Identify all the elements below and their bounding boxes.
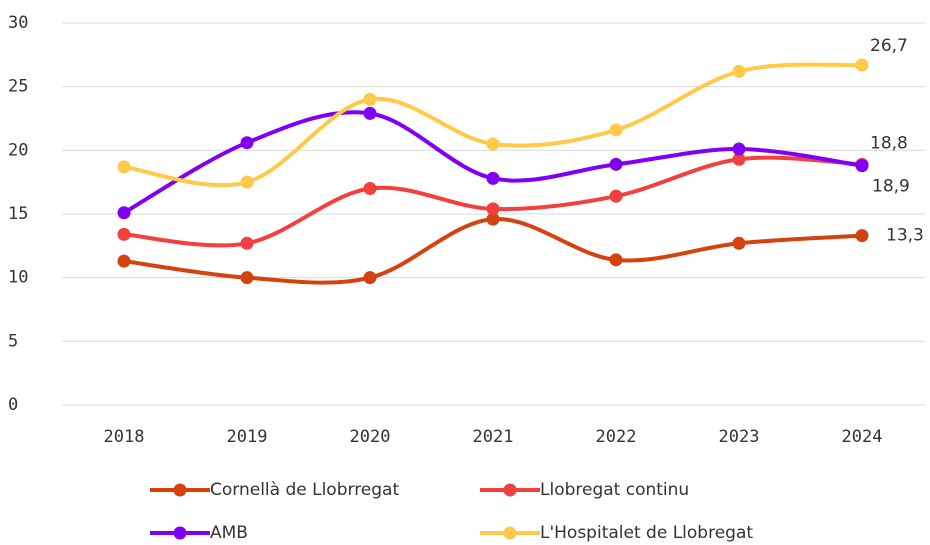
data-point xyxy=(855,159,869,173)
x-tick-label: 2024 xyxy=(842,427,883,447)
data-point xyxy=(240,236,254,250)
data-point xyxy=(363,271,377,285)
data-point xyxy=(363,106,377,120)
data-point xyxy=(855,58,869,72)
data-point xyxy=(609,189,623,203)
y-tick-label: 30 xyxy=(8,13,28,33)
series-line xyxy=(122,62,864,188)
data-point xyxy=(855,229,869,243)
y-tick-label: 15 xyxy=(8,204,28,224)
data-label: 18,9 xyxy=(872,176,910,196)
data-point xyxy=(117,254,131,268)
y-tick-label: 10 xyxy=(8,268,28,288)
data-point xyxy=(486,137,500,151)
legend-label: L'Hospitalet de Llobregat xyxy=(540,523,753,543)
y-tick-label: 25 xyxy=(8,77,28,97)
series-line xyxy=(122,110,864,215)
data-point xyxy=(240,136,254,150)
data-point xyxy=(117,160,131,174)
data-point xyxy=(486,202,500,216)
data-point xyxy=(117,227,131,241)
data-point xyxy=(732,64,746,78)
data-point xyxy=(240,271,254,285)
legend-marker xyxy=(503,526,517,540)
data-label: 13,3 xyxy=(886,226,924,246)
data-point xyxy=(609,123,623,137)
data-label: 18,8 xyxy=(870,134,908,154)
x-tick-label: 2021 xyxy=(473,427,514,447)
legend-label: Cornellà de Llobrregat xyxy=(210,480,399,500)
data-point xyxy=(240,175,254,189)
data-point xyxy=(732,236,746,250)
data-point xyxy=(732,152,746,166)
legend-label: AMB xyxy=(210,523,248,543)
data-point xyxy=(363,92,377,106)
data-point xyxy=(117,206,131,220)
x-tick-label: 2019 xyxy=(227,427,268,447)
data-point xyxy=(732,142,746,156)
legend-marker xyxy=(503,483,517,497)
data-label: 26,7 xyxy=(870,36,908,56)
data-point xyxy=(609,253,623,267)
x-tick-label: 2020 xyxy=(350,427,391,447)
y-tick-label: 0 xyxy=(8,395,18,415)
data-point xyxy=(486,171,500,185)
x-tick-label: 2018 xyxy=(104,427,145,447)
legend-marker xyxy=(173,483,187,497)
y-tick-label: 20 xyxy=(8,140,28,160)
x-tick-label: 2023 xyxy=(719,427,760,447)
data-point xyxy=(486,212,500,226)
legend-marker xyxy=(173,526,187,540)
data-point xyxy=(609,157,623,171)
data-point xyxy=(363,182,377,196)
x-tick-label: 2022 xyxy=(596,427,637,447)
legend-label: Llobregat continu xyxy=(540,480,689,500)
y-tick-label: 5 xyxy=(8,331,18,351)
series-line xyxy=(122,217,864,285)
series-line xyxy=(122,155,864,248)
